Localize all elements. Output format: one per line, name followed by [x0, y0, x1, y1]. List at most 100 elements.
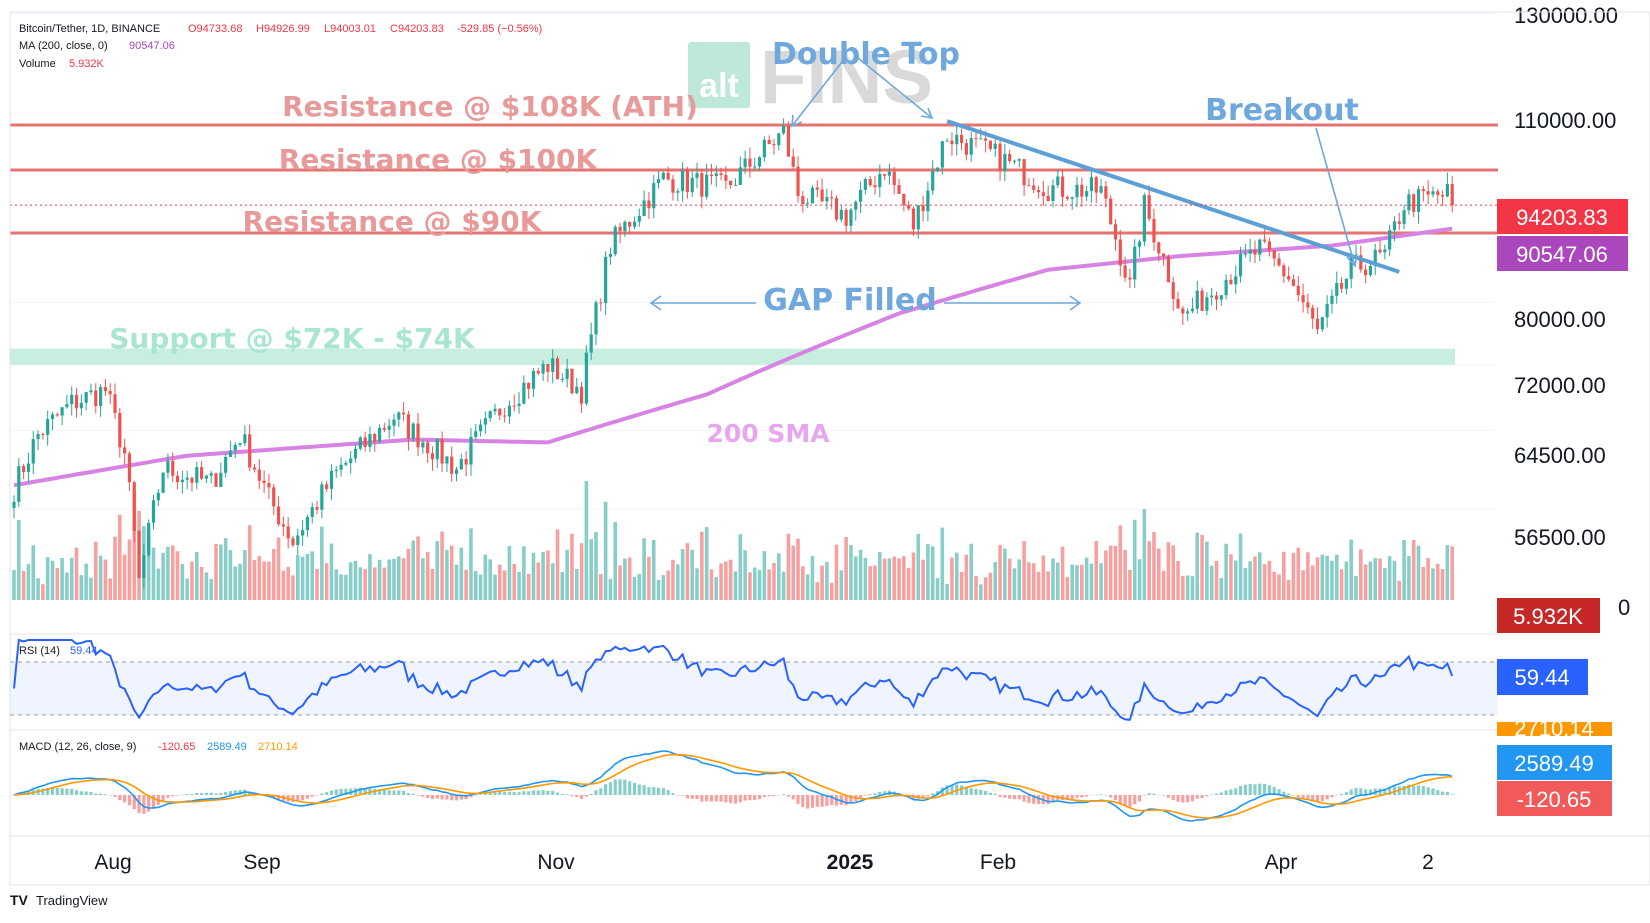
ma-badge-text: 90547.06 — [1516, 242, 1608, 267]
volume-bar — [642, 538, 646, 600]
candle-body — [748, 158, 752, 167]
volume-bar — [584, 481, 589, 600]
macd-hist-bar — [762, 795, 766, 798]
candle-body — [599, 302, 603, 304]
candle-body — [435, 438, 439, 460]
candle-body — [79, 402, 83, 409]
tradingview-logo[interactable]: TV TradingView — [10, 892, 108, 908]
candle-body — [445, 456, 449, 464]
macd-hist-bar — [935, 791, 940, 795]
macd-hist-bar — [1065, 795, 1069, 800]
macd-hist-bar — [801, 795, 805, 808]
y-tick-56500: 56500.00 — [1514, 525, 1606, 550]
macd-hist-bar — [1200, 795, 1204, 799]
macd-hist-bar — [1311, 795, 1315, 801]
candle-body — [1099, 186, 1103, 193]
candle-body — [1186, 311, 1190, 314]
macd-hist-bar — [1157, 794, 1161, 796]
volume-bar — [603, 501, 608, 600]
macd-hist-bar — [276, 795, 281, 800]
volume-bar — [858, 549, 863, 600]
macd-hist-bar — [79, 791, 83, 795]
macd-hist-bar — [1421, 786, 1425, 795]
macd-hist-bar — [118, 795, 122, 801]
volume-bar — [98, 555, 103, 600]
candle-body — [421, 442, 425, 448]
candle-body — [834, 198, 839, 220]
macd-hist-bar — [834, 795, 839, 806]
macd-signal-line — [13, 753, 1453, 819]
macd-panel[interactable]: MACD (12, 26, close, 9) -120.65 2589.49 … — [10, 729, 1495, 822]
macd-hist-bar — [1152, 793, 1156, 795]
volume-bar — [849, 544, 853, 600]
candle-body — [647, 200, 651, 209]
candle-body — [1392, 221, 1397, 231]
volume-bar — [550, 563, 555, 600]
volume-bar — [1282, 551, 1286, 600]
price-axis[interactable]: 130000.00 110000.00 80000.00 72000.00 64… — [1497, 3, 1630, 816]
macd-hist-bar — [1051, 795, 1055, 803]
volume-bar — [1132, 519, 1137, 600]
volume-bar — [983, 577, 988, 600]
volume-bar — [1017, 559, 1022, 600]
volume-bar — [517, 572, 521, 600]
volume-bar — [531, 552, 536, 600]
candle-body — [373, 434, 377, 442]
macd-hist-bar — [1085, 795, 1089, 797]
time-axis[interactable]: Aug Sep Nov 2025 Feb Apr 2 — [94, 851, 1434, 874]
macd-hist-bar — [199, 792, 204, 795]
macd-hist-bar — [863, 795, 867, 796]
volume-bar — [372, 567, 377, 600]
macd-hist-bar — [512, 791, 516, 795]
macd-hist-bar — [637, 784, 641, 795]
candle-body — [998, 143, 1002, 171]
volume-bar — [118, 514, 122, 600]
macd-hist-bar — [883, 791, 887, 795]
volume-bar — [1431, 568, 1435, 600]
rsi-panel[interactable]: RSI (14) 59.44 — [10, 633, 1498, 721]
volume-bar — [772, 563, 776, 600]
macd-hist-bar — [1142, 795, 1146, 796]
candle-body — [632, 221, 637, 227]
volume-bar — [522, 546, 526, 600]
macd-hist-bar — [656, 787, 661, 795]
candle-body — [1364, 269, 1368, 276]
macd-hist-badge-text: -120.65 — [1517, 787, 1592, 812]
candle-body — [1085, 191, 1089, 197]
volume-bar — [733, 571, 738, 600]
volume-bar — [69, 557, 74, 600]
macd-hist-bar — [709, 795, 714, 802]
macd-hist-bar — [1181, 795, 1185, 803]
volume-bar — [223, 538, 228, 600]
volume-bar — [156, 568, 161, 600]
candle-body — [450, 456, 454, 474]
volume-bar — [959, 571, 964, 600]
macd-hist-bar — [94, 793, 98, 795]
candle-body — [320, 484, 324, 510]
support-label: Support @ $72K - $74K — [109, 322, 476, 355]
volume-bar — [329, 543, 334, 600]
macd-hist-bar — [1349, 789, 1353, 795]
macd-hist-bar — [791, 795, 795, 800]
volume-bar — [449, 545, 454, 600]
candle-body — [753, 166, 757, 168]
candle-body — [224, 456, 228, 473]
volume-bar — [60, 558, 64, 600]
macd-hist-bar — [171, 795, 175, 797]
macd-hist-bar — [1325, 795, 1329, 800]
macd-hist-bar — [175, 795, 180, 796]
volume-bar — [926, 544, 930, 600]
macd-hist-bar — [503, 791, 507, 795]
volume-bar — [1411, 539, 1416, 600]
volume-bar — [1262, 564, 1267, 600]
macd-hist-bar — [714, 795, 718, 802]
volume-bar — [31, 545, 36, 600]
candle-body — [623, 221, 627, 232]
volume-bar — [757, 569, 762, 600]
macd-hist-bar — [680, 795, 685, 796]
macd-hist-bar — [527, 791, 531, 795]
candle-body — [700, 173, 704, 197]
macd-hist-bar — [1248, 783, 1252, 795]
candle-body — [1219, 295, 1223, 300]
